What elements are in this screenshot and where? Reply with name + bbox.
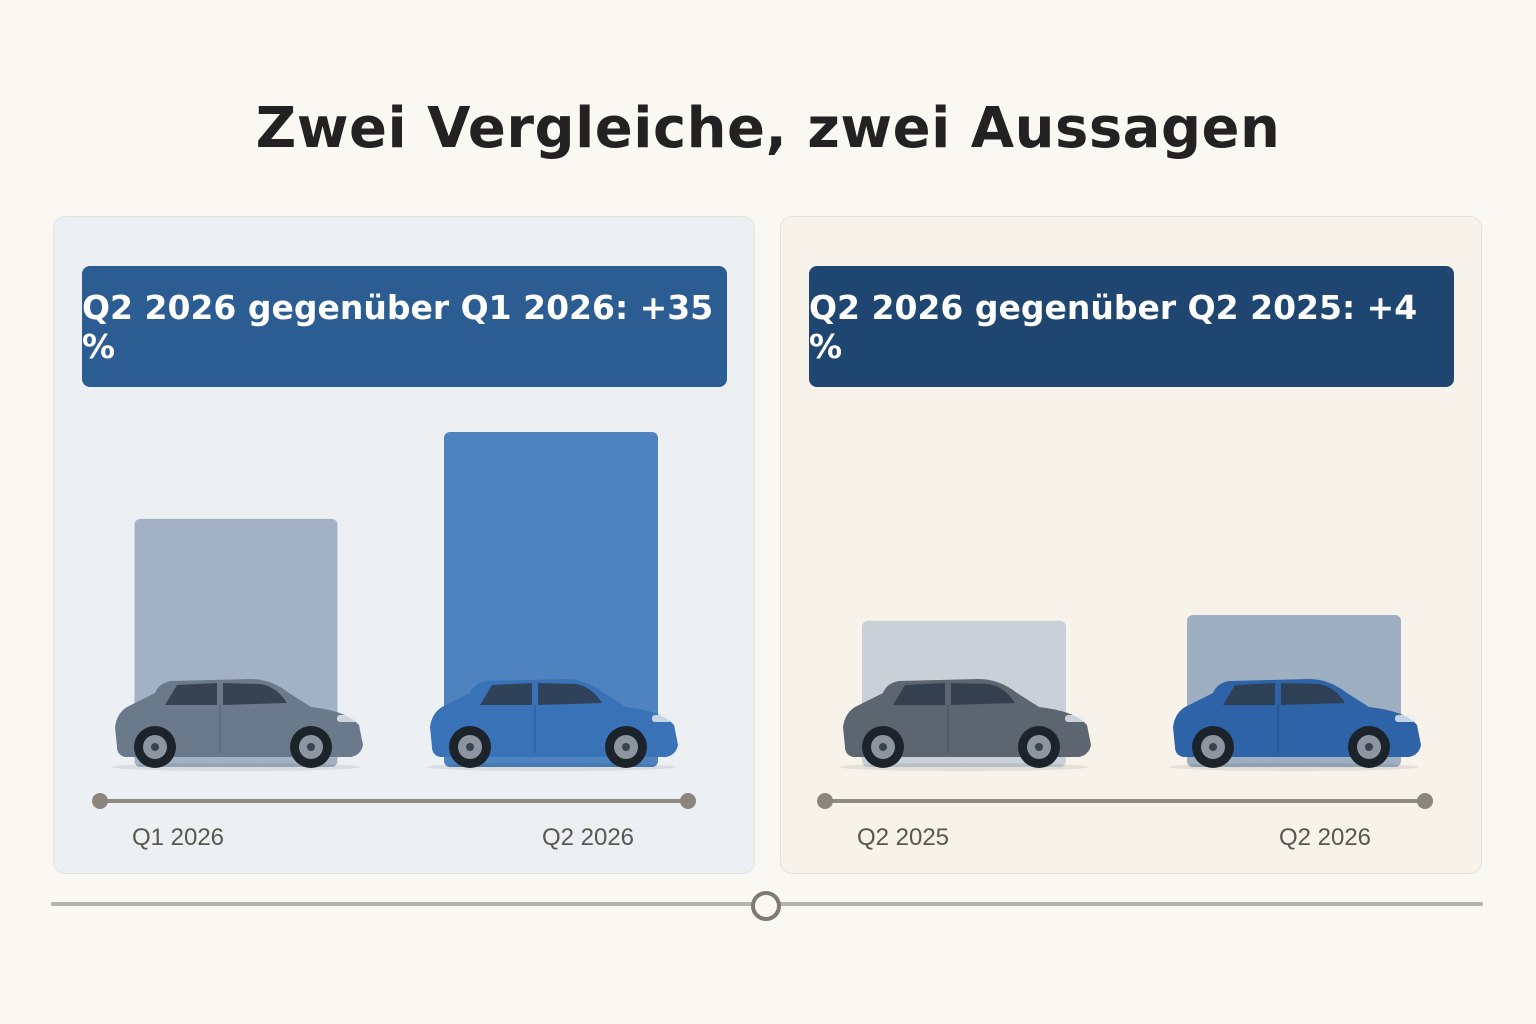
comparison-panel-year: Q2 2026 gegenüber Q2 2025: +4 % Q2 2025 Q… — [780, 216, 1482, 874]
bar-chart-year: Q2 2025 Q2 2026 — [817, 615, 1433, 851]
tick-label-quarter-1: Q1 2026 — [132, 824, 224, 851]
bar-chart-quarter: Q1 2026 Q2 2026 — [92, 432, 696, 851]
car-icon — [1169, 679, 1421, 771]
slider-handle[interactable] — [751, 891, 781, 921]
car-icon — [111, 679, 363, 771]
tick-label-year-1: Q2 2025 — [857, 824, 949, 851]
comparison-panel-quarter: Q2 2026 gegenüber Q1 2026: +35 % Q1 2026… — [53, 216, 755, 874]
car-icon — [426, 679, 678, 771]
page-title: Zwei Vergleiche, zwei Aussagen — [255, 96, 1281, 161]
comparison-banner-quarter: Q2 2026 gegenüber Q1 2026: +35 % — [82, 266, 727, 387]
tick-label-quarter-2: Q2 2026 — [542, 824, 634, 851]
tick-label-year-2: Q2 2026 — [1279, 824, 1371, 851]
axis-handle-year-2[interactable] — [1417, 793, 1433, 809]
axis-handle-quarter-1[interactable] — [92, 793, 108, 809]
axis-handle-quarter-2[interactable] — [680, 793, 696, 809]
axis-handle-year-1[interactable] — [817, 793, 833, 809]
comparison-banner-year: Q2 2026 gegenüber Q2 2025: +4 % — [809, 266, 1454, 387]
car-icon — [839, 679, 1091, 771]
